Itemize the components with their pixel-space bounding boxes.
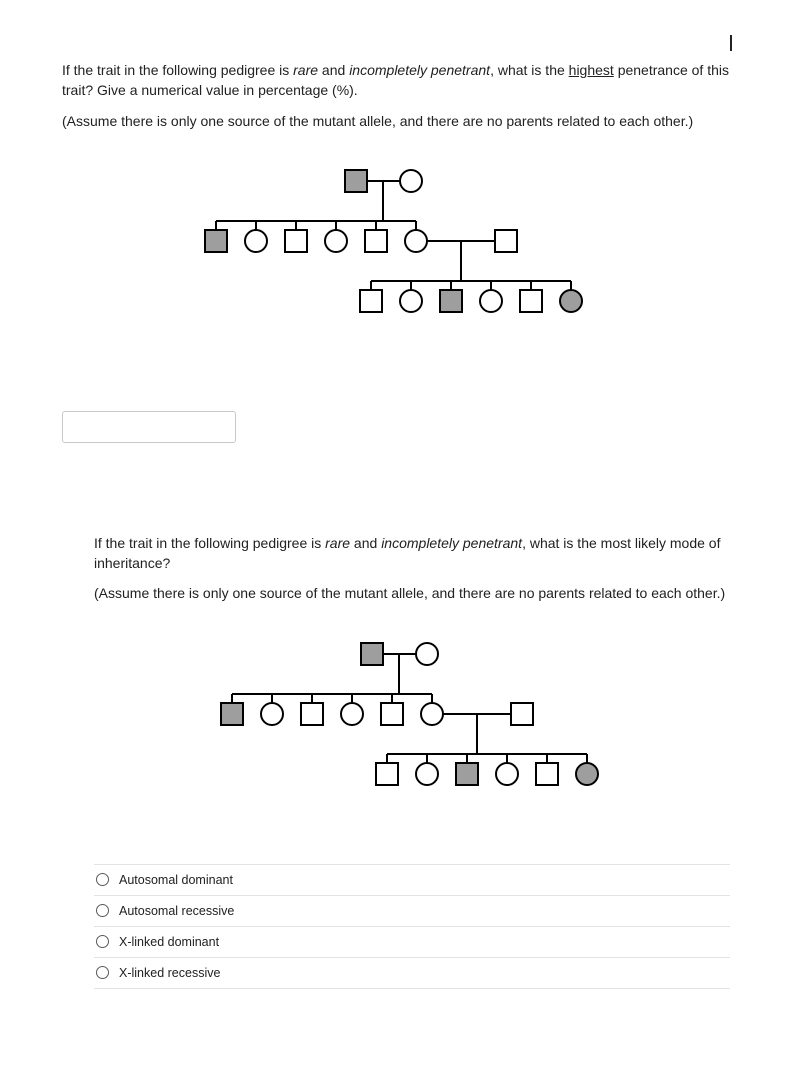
radio-icon — [96, 935, 109, 948]
q2-block: If the trait in the following pedigree i… — [94, 533, 730, 989]
q1-text-b: , what is the — [490, 62, 569, 78]
q2-incomp: incompletely penetrant — [381, 535, 522, 551]
option-autosomal-dominant[interactable]: Autosomal dominant — [94, 864, 730, 895]
q1-rare: rare — [293, 62, 318, 78]
radio-icon — [96, 873, 109, 886]
q1-incomp: incompletely penetrant — [349, 62, 490, 78]
q1-and: and — [318, 62, 349, 78]
option-label: X-linked dominant — [119, 935, 219, 949]
pedigree-svg-1 — [166, 161, 626, 336]
q2-prompt: If the trait in the following pedigree i… — [94, 533, 730, 574]
q1-answer-input[interactable] — [62, 411, 236, 443]
option-label: Autosomal recessive — [119, 904, 234, 918]
q2-and: and — [350, 535, 381, 551]
q1-pedigree — [62, 161, 730, 336]
q2-rare: rare — [325, 535, 350, 551]
pedigree-svg-2 — [182, 634, 642, 809]
q1-text: If the trait in the following pedigree i… — [62, 62, 293, 78]
text-cursor — [730, 35, 732, 51]
option-label: Autosomal dominant — [119, 873, 233, 887]
radio-icon — [96, 904, 109, 917]
option-x-linked-recessive[interactable]: X-linked recessive — [94, 957, 730, 989]
q2-options: Autosomal dominant Autosomal recessive X… — [94, 864, 730, 989]
radio-icon — [96, 966, 109, 979]
q1-subtext: (Assume there is only one source of the … — [62, 111, 730, 131]
q2-text: If the trait in the following pedigree i… — [94, 535, 325, 551]
q1-highest: highest — [569, 62, 614, 78]
option-x-linked-dominant[interactable]: X-linked dominant — [94, 926, 730, 957]
option-label: X-linked recessive — [119, 966, 220, 980]
q2-pedigree — [94, 634, 730, 809]
option-autosomal-recessive[interactable]: Autosomal recessive — [94, 895, 730, 926]
q2-subtext: (Assume there is only one source of the … — [94, 583, 730, 603]
page: If the trait in the following pedigree i… — [0, 0, 792, 1049]
q1-prompt: If the trait in the following pedigree i… — [62, 60, 730, 101]
